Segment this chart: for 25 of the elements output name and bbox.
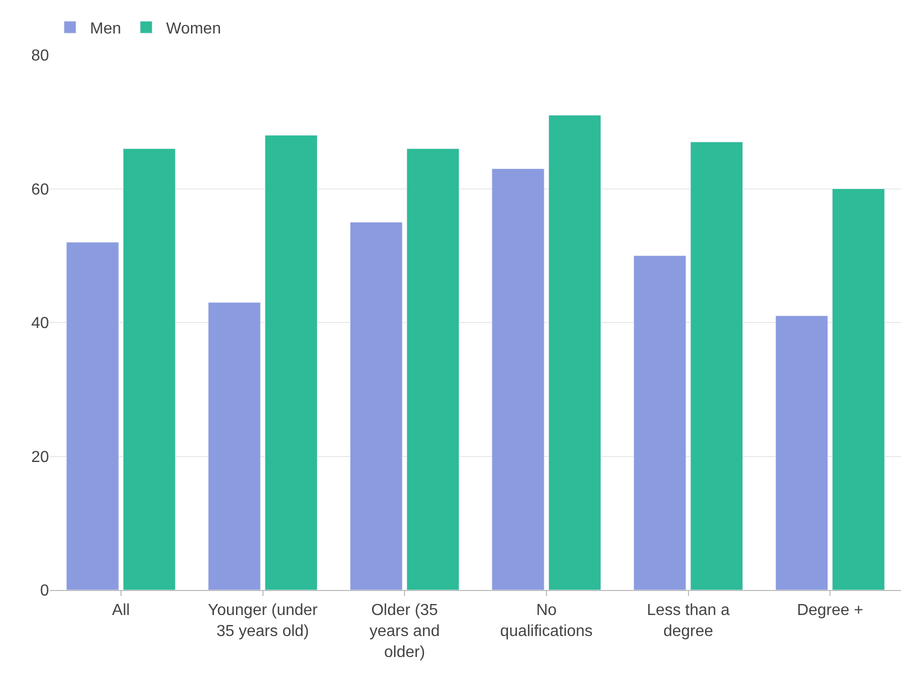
bar [208,302,261,590]
bar [775,316,828,590]
y-tick-label: 80 [31,48,50,65]
bar [832,188,885,590]
bar [690,142,743,590]
legend-label: Men [90,20,122,38]
x-tick-label: Older (35 years and older) [369,602,440,661]
bar [264,135,318,590]
bar [634,255,686,590]
x-tick-label: Younger (under 35 years old) [208,602,318,640]
y-tick-label: 40 [31,315,50,332]
y-tick-label: 60 [31,181,50,198]
bar [350,222,403,590]
bar [66,242,119,590]
x-tick-label: All [112,602,130,620]
y-tick-label: 20 [31,448,50,466]
legend-label: Women [166,20,221,38]
bar [492,168,544,590]
x-tick-label: No qualifications [500,602,593,640]
x-tick-label: Less than a degree [646,602,730,640]
bar [548,114,602,590]
bar [122,148,176,590]
y-tick-label: 0 [40,582,50,600]
x-tick-label: Degree + [796,602,864,620]
bar [406,148,460,590]
